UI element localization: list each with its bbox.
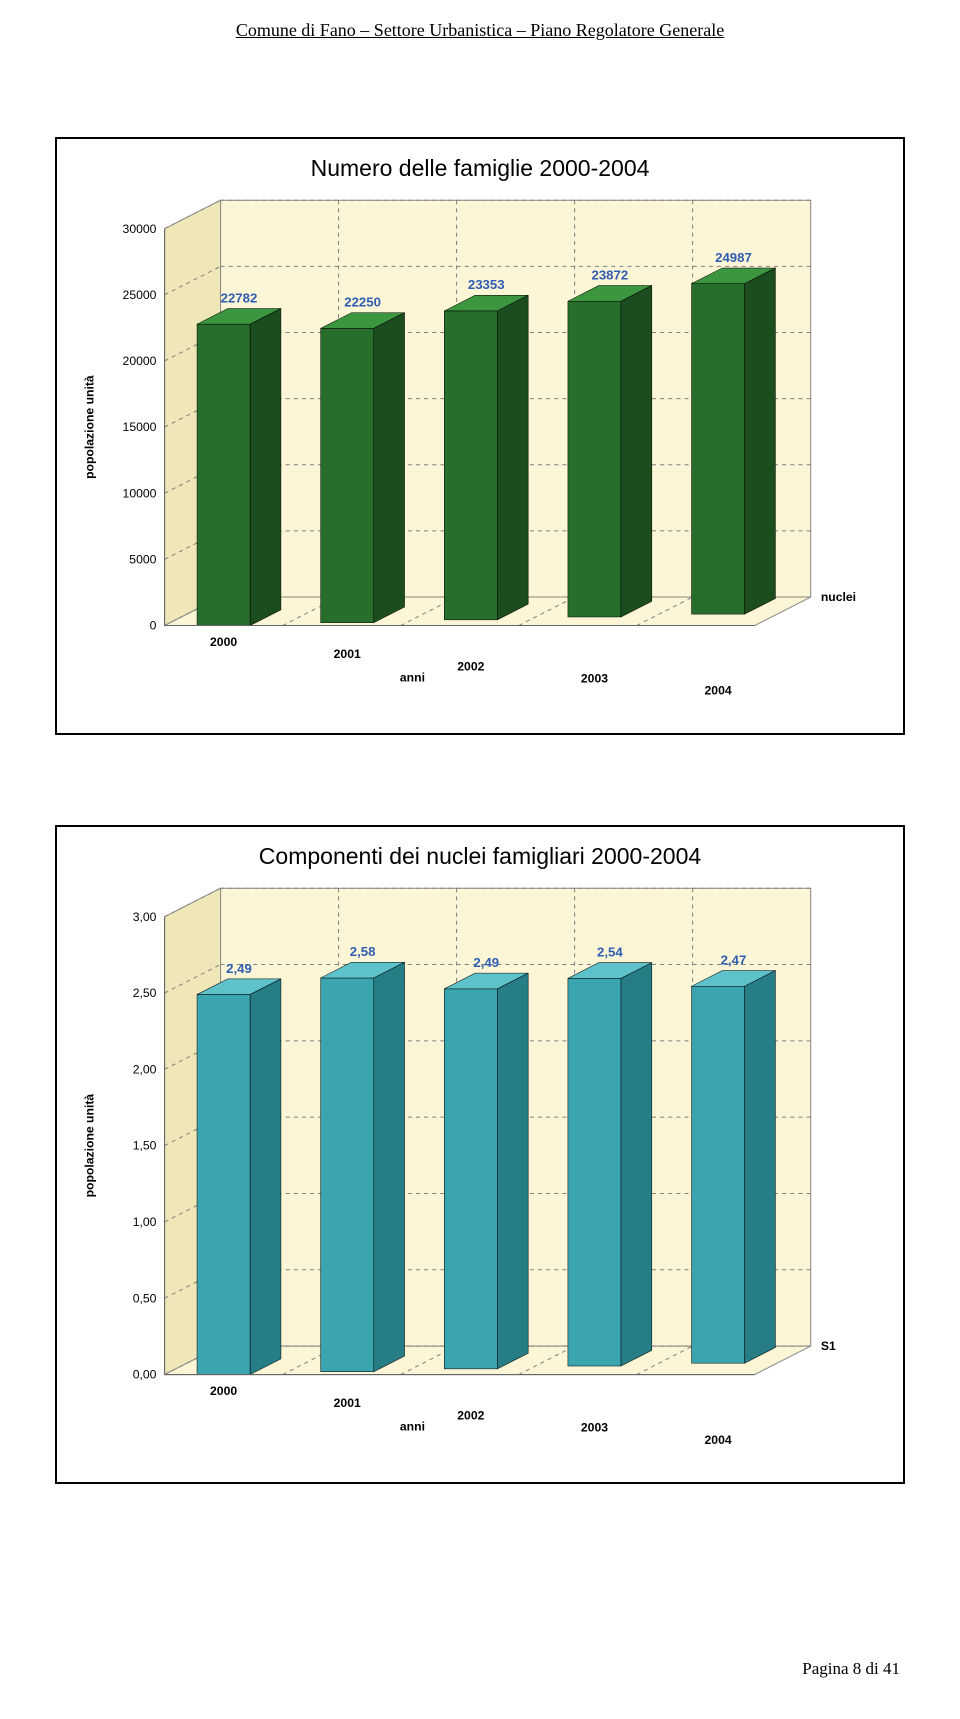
- chart2-bar-front: [444, 989, 497, 1369]
- chart1-bar-side: [497, 295, 528, 620]
- chart1-y-tick-label: 10000: [123, 486, 157, 500]
- chart1-svg: 0500010000150002000025000300002278220002…: [73, 188, 887, 717]
- chart1-y-tick-label: 0: [150, 619, 157, 633]
- chart2-y-tick-label: 0,50: [133, 1291, 157, 1305]
- chart2-bar-side: [250, 979, 281, 1375]
- chart1-bar-front: [197, 324, 250, 625]
- chart2-svg: 0,000,501,001,502,002,503,002,4920002,58…: [73, 876, 887, 1466]
- chart1-x-tick-label: 2003: [581, 671, 608, 685]
- chart2-bar-side: [621, 963, 652, 1366]
- page-footer: Pagina 8 di 41: [802, 1659, 900, 1679]
- chart2-y-tick-label: 1,50: [133, 1139, 157, 1153]
- chart1-title: Numero delle famiglie 2000-2004: [73, 155, 887, 182]
- chart1-bar-side: [374, 313, 405, 623]
- chart2-y-tick-label: 1,00: [133, 1215, 157, 1229]
- chart1-x-tick-label: 2004: [705, 684, 732, 698]
- chart1-x-tick-label: 2000: [210, 635, 237, 649]
- chart2-bar-front: [692, 986, 745, 1363]
- chart1-bar-front: [568, 301, 621, 617]
- page-header: Comune di Fano – Settore Urbanistica – P…: [55, 20, 905, 47]
- chart1-bar-front: [692, 284, 745, 615]
- chart2-y-tick-label: 0,00: [133, 1368, 157, 1382]
- chart1-bar-side: [745, 268, 776, 614]
- chart2-y-axis-label: popolazione unità: [82, 1094, 96, 1198]
- chart2-x-tick-label: 2004: [705, 1433, 732, 1447]
- chart1-y-tick-label: 30000: [123, 222, 157, 236]
- chart2-bar-front: [568, 978, 621, 1366]
- chart1-x-tick-label: 2001: [334, 647, 361, 661]
- chart2-bar-side: [745, 971, 776, 1364]
- chart2-x-tick-label: 2002: [457, 1408, 484, 1422]
- chart1-series-label: nuclei: [821, 590, 856, 604]
- chart1-bar-side: [621, 286, 652, 617]
- chart1-x-tick-label: 2002: [457, 659, 484, 673]
- chart2-y-tick-label: 2,00: [133, 1062, 157, 1076]
- chart2-bar-front: [321, 978, 374, 1372]
- chart2-series-label: S1: [821, 1339, 836, 1353]
- chart2-x-axis-label: anni: [400, 1420, 425, 1434]
- chart1-y-tick-label: 5000: [129, 552, 156, 566]
- chart1-bar-front: [321, 328, 374, 622]
- chart1-y-axis-label: popolazione unità: [82, 375, 96, 479]
- chart2-x-tick-label: 2003: [581, 1421, 608, 1435]
- page: Comune di Fano – Settore Urbanistica – P…: [0, 0, 960, 1719]
- chart1-bar-front: [444, 311, 497, 620]
- chart1-y-tick-label: 15000: [123, 420, 157, 434]
- chart2-bar-side: [497, 973, 528, 1369]
- chart2-bar-front: [197, 995, 250, 1375]
- chart1-y-tick-label: 25000: [123, 288, 157, 302]
- chart1-bar-side: [250, 309, 281, 626]
- chart2-x-tick-label: 2001: [334, 1396, 361, 1410]
- chart2-title: Componenti dei nuclei famigliari 2000-20…: [73, 843, 887, 870]
- chart1-y-tick-label: 20000: [123, 354, 157, 368]
- chart1-x-axis-label: anni: [400, 670, 425, 684]
- chart2-y-tick-label: 2,50: [133, 986, 157, 1000]
- chart1-box: Numero delle famiglie 2000-2004 0 5000 100…: [55, 137, 905, 735]
- chart2-y-tick-label: 3,00: [133, 910, 157, 924]
- chart2-bar-side: [374, 962, 405, 1371]
- chart2-x-tick-label: 2000: [210, 1384, 237, 1398]
- chart2-box: Componenti dei nuclei famigliari 2000-20…: [55, 825, 905, 1484]
